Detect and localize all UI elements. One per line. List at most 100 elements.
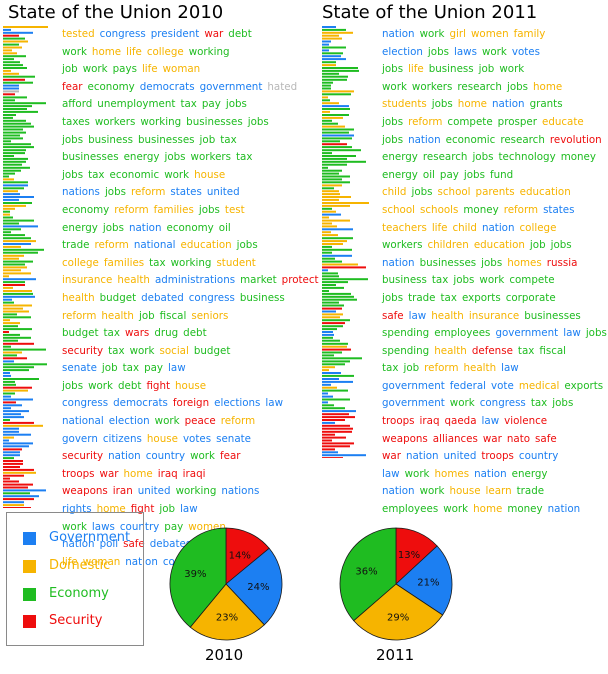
bar-segment <box>322 292 351 295</box>
legend-swatch-security <box>23 615 36 628</box>
bar-segment <box>3 260 33 263</box>
word-token: nation <box>62 538 95 551</box>
word-line: jobs trade tax exports corporate <box>382 290 608 308</box>
word-token: schools <box>420 203 459 216</box>
bar-segment <box>322 316 340 319</box>
word-token: spending <box>382 344 430 357</box>
bar-segment <box>322 301 339 304</box>
word-token: employees <box>382 503 439 516</box>
bar-segment <box>3 421 34 424</box>
word-token: pay <box>201 98 221 111</box>
word-token: families <box>103 256 145 269</box>
word-token: work <box>499 63 525 76</box>
bar-segment <box>322 286 344 289</box>
bar-segment <box>3 424 43 427</box>
bar-segment <box>3 336 31 339</box>
word-token: house <box>449 485 481 498</box>
word-token: seniors <box>191 309 229 322</box>
bar-segment <box>322 184 342 187</box>
bar-segment <box>322 304 344 307</box>
word-line: troops iraq qaeda law violence <box>382 413 608 431</box>
bar-segment <box>322 243 343 245</box>
word-token: pay <box>144 362 164 375</box>
bar-segment <box>3 404 22 407</box>
bar-segment <box>3 416 24 419</box>
word-token: unemployment <box>97 98 176 111</box>
bar-segment <box>3 351 22 354</box>
word-line: jobs business businesses job tax <box>62 132 324 150</box>
bar-segment <box>3 225 38 228</box>
bar-segment <box>3 146 34 149</box>
bar-strip-2010 <box>3 26 48 508</box>
word-token: jobs <box>62 379 84 392</box>
pie-slice-economy <box>169 527 227 628</box>
word-token: budget <box>99 291 137 304</box>
bar-segment <box>322 322 345 325</box>
bar-segment <box>3 284 25 286</box>
word-token: tested <box>62 28 95 40</box>
word-token: work <box>419 28 445 40</box>
word-token: insurance <box>468 309 520 322</box>
legend-label-domestic: Domestic <box>49 558 111 573</box>
word-line: child jobs school parents education <box>382 184 608 202</box>
word-line: safe law health insurance businesses <box>382 308 608 326</box>
word-line: students jobs home nation grants <box>382 96 608 114</box>
word-token: job <box>138 309 155 322</box>
word-token: votes <box>182 432 212 445</box>
bar-segment <box>322 46 346 49</box>
bar-segment <box>3 445 29 448</box>
bar-segment <box>3 140 11 143</box>
bar-segment <box>322 386 337 389</box>
bar-segment <box>322 146 352 149</box>
bar-segment <box>3 348 46 351</box>
word-token: prosper <box>497 115 537 128</box>
word-token: jobs <box>585 327 607 340</box>
bar-segment <box>322 448 335 451</box>
bar-segment <box>3 213 10 216</box>
bar-segment <box>322 210 336 213</box>
bar-segment <box>322 81 333 84</box>
bar-segment <box>322 163 347 166</box>
bar-segment <box>322 439 332 442</box>
bar-segment <box>322 295 354 298</box>
bar-segment <box>322 178 342 181</box>
bar-segment <box>322 116 343 119</box>
word-token: fiscal <box>159 309 187 322</box>
word-token: jobs <box>102 221 124 234</box>
bar-segment <box>322 342 348 345</box>
bar-segment <box>322 222 332 225</box>
word-token: work <box>382 80 407 93</box>
bar-segment <box>3 96 27 99</box>
word-token: working <box>188 45 230 58</box>
bar-segment <box>3 380 15 383</box>
word-token: health <box>117 274 150 287</box>
bar-segment <box>3 34 19 37</box>
word-line: energy research jobs technology money <box>382 149 608 167</box>
word-token: law <box>408 309 427 322</box>
word-line: tested congress president war debt <box>62 26 324 44</box>
word-token: federal <box>449 379 487 392</box>
word-token: elections <box>214 397 261 410</box>
bar-segment <box>322 413 349 416</box>
word-line: congress democrats foreign elections law <box>62 395 324 413</box>
bar-segment <box>322 169 342 172</box>
word-line: government work congress tax jobs <box>382 395 608 413</box>
bar-segment <box>3 187 24 190</box>
bar-segment <box>322 78 347 81</box>
word-token: united <box>206 186 240 199</box>
bar-segment <box>3 439 9 442</box>
bar-segment <box>322 172 339 175</box>
word-line: businesses energy jobs workers tax <box>62 149 324 167</box>
word-token: job <box>529 239 546 252</box>
bar-segment <box>3 457 14 460</box>
bar-segment <box>322 357 362 360</box>
bar-segment <box>322 105 349 108</box>
bar-segment <box>3 152 25 155</box>
word-token: congress <box>188 291 235 304</box>
word-token: social <box>159 344 189 357</box>
pie-slice-domestic <box>353 583 444 641</box>
word-token: jobs <box>62 168 84 181</box>
word-line: health budget debated congress business <box>62 290 324 308</box>
bar-segment <box>322 207 332 210</box>
word-line: school schools money reform states <box>382 202 608 220</box>
